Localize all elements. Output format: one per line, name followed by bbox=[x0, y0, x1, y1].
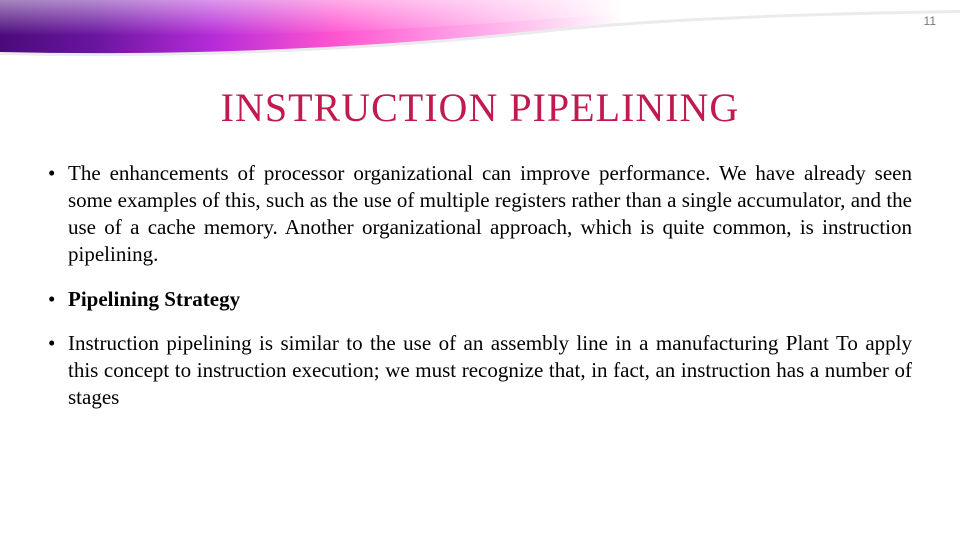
bullet-text: Instruction pipelining is similar to the… bbox=[68, 330, 912, 411]
bullet-marker: • bbox=[48, 330, 68, 411]
decorative-banner bbox=[0, 0, 960, 60]
bullet-marker: • bbox=[48, 160, 68, 268]
bullet-item: • Instruction pipelining is similar to t… bbox=[48, 330, 912, 411]
bullet-item: • The enhancements of processor organiza… bbox=[48, 160, 912, 268]
page-number: 11 bbox=[924, 14, 936, 28]
slide-title: INSTRUCTION PIPELINING bbox=[0, 84, 960, 131]
bullet-marker: • bbox=[48, 286, 68, 313]
slide: 11 INSTRUCTION PIPELINING • The enhancem… bbox=[0, 0, 960, 540]
bullet-text: The enhancements of processor organizati… bbox=[68, 160, 912, 268]
slide-body: • The enhancements of processor organiza… bbox=[48, 160, 912, 429]
bullet-text: Pipelining Strategy bbox=[68, 286, 912, 313]
bullet-item: • Pipelining Strategy bbox=[48, 286, 912, 313]
